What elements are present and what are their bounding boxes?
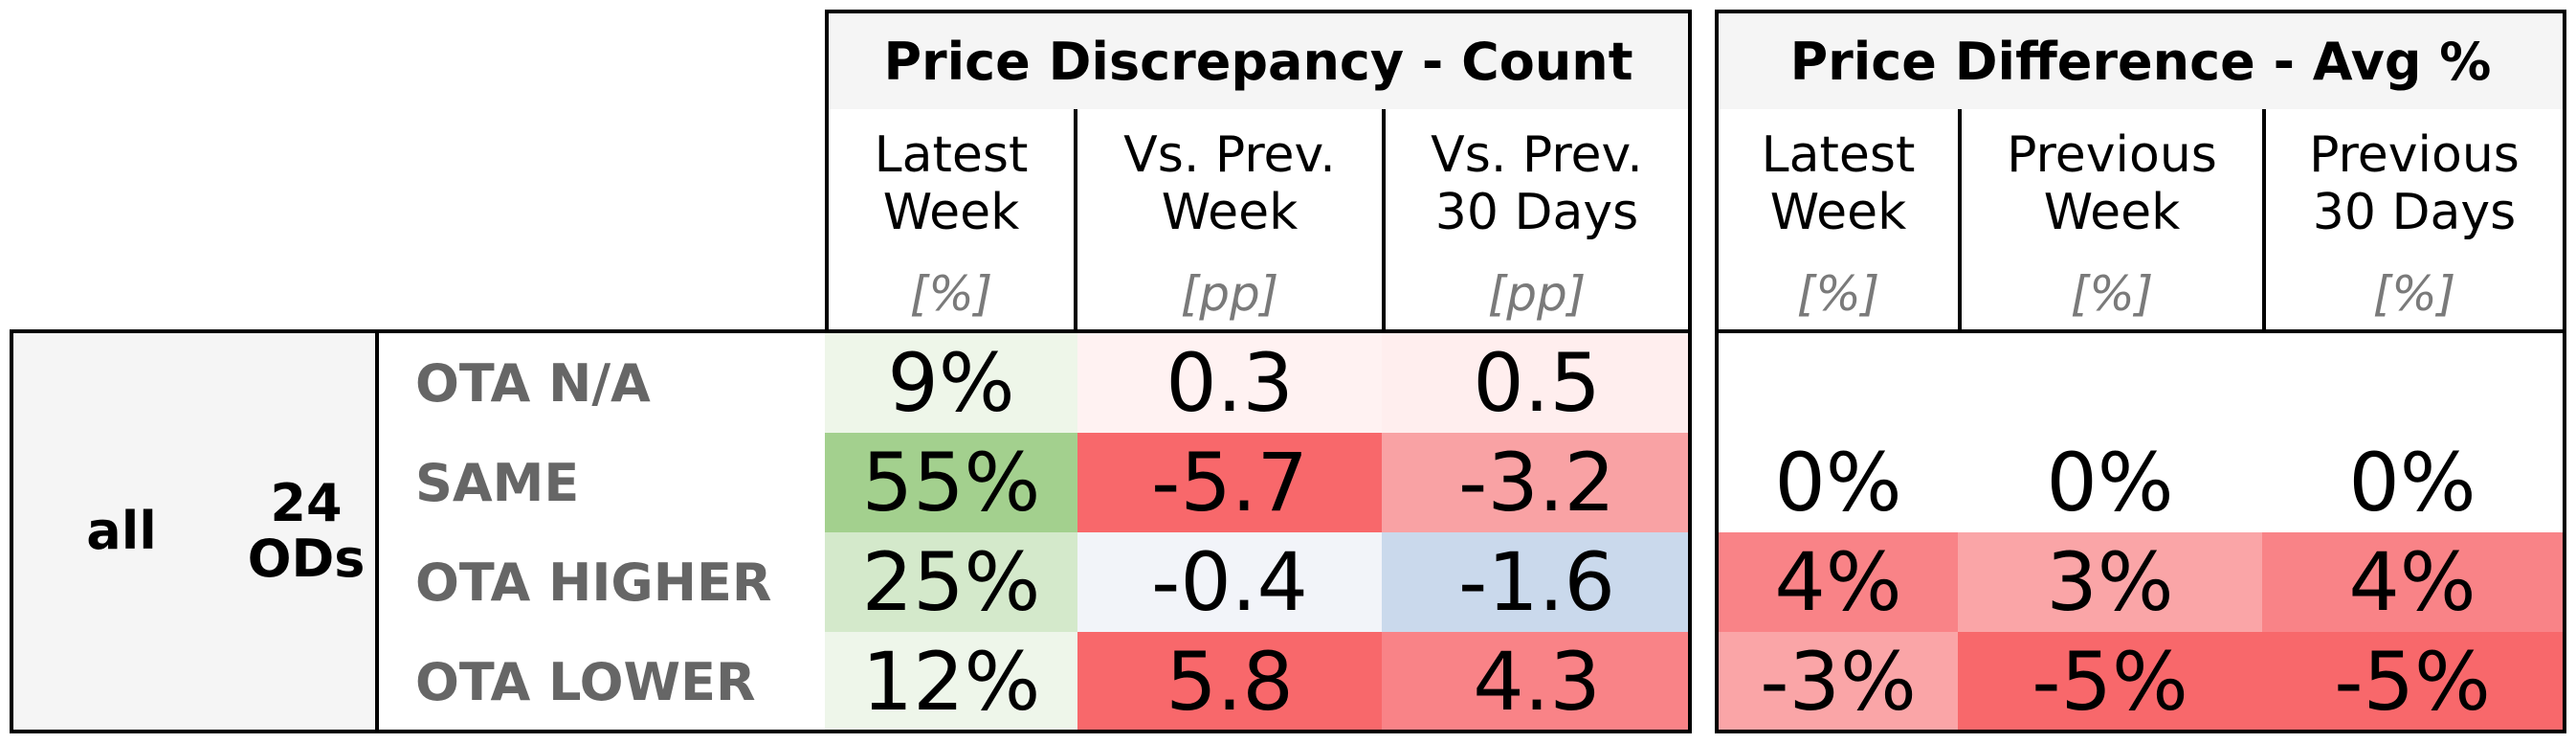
table-cell: 0.5 (1382, 333, 1692, 433)
table-cell: 0.3 (1077, 333, 1382, 433)
row-label: OTA LOWER (415, 651, 756, 712)
table-cell: 4.3 (1382, 632, 1692, 732)
table-cell: 3% (1958, 532, 2262, 632)
row-label: OTA HIGHER (415, 552, 772, 613)
column-header-g1-vs-prev-30-days: Vs. Prev. 30 Days (1382, 109, 1692, 262)
column-header-g2-latest-week: Latest Week (1715, 109, 1962, 262)
table-cell (1958, 333, 2262, 433)
column-header-g1-latest-week: Latest Week (825, 109, 1077, 262)
table-cell: 4% (1719, 532, 1958, 632)
column-header-g2-previous-30-days: Previous 30 Days (2262, 109, 2566, 262)
table-cell: 12% (825, 632, 1077, 732)
table-cell (2262, 333, 2563, 433)
column-header-g1-vs-prev-week: Vs. Prev. Week (1074, 109, 1386, 262)
table-cell: -0.4 (1077, 532, 1382, 632)
table-cell: -5% (1958, 632, 2262, 732)
table-cell: 0% (1958, 433, 2262, 532)
unit-g1-vs-prev-week: [pp] (1074, 259, 1386, 333)
row-label: OTA N/A (415, 352, 651, 414)
column-header-g2-previous-week: Previous Week (1958, 109, 2266, 262)
table-cell: 5.8 (1077, 632, 1382, 732)
row-label: SAME (415, 452, 580, 513)
group-title-price-difference: Price Difference - Avg % (1715, 10, 2566, 113)
table-cell: 55% (825, 433, 1077, 532)
group-title-price-discrepancy: Price Discrepancy - Count (825, 10, 1692, 113)
table-cell (1719, 333, 1958, 433)
segment-block (10, 329, 379, 733)
table-cell: -3.2 (1382, 433, 1692, 532)
unit-g2-previous-week: [%] (1958, 259, 2266, 333)
unit-g2-latest-week: [%] (1715, 259, 1962, 333)
table-cell: -5.7 (1077, 433, 1382, 532)
unit-g1-latest-week: [%] (825, 259, 1077, 333)
segment-label: all (86, 501, 157, 561)
table-cell: 9% (825, 333, 1077, 433)
table-cell: 0% (1719, 433, 1958, 532)
table-cell: -5% (2262, 632, 2563, 732)
table-cell: -1.6 (1382, 532, 1692, 632)
table-cell: 25% (825, 532, 1077, 632)
table-cell: 0% (2262, 433, 2563, 532)
table-cell: 4% (2262, 532, 2563, 632)
segment-count-label: 24 ODs (247, 473, 366, 589)
unit-g2-previous-30-days: [%] (2262, 259, 2566, 333)
table-cell: -3% (1719, 632, 1958, 732)
segment-divider (375, 329, 379, 733)
unit-g1-vs-prev-30-days: [pp] (1382, 259, 1692, 333)
